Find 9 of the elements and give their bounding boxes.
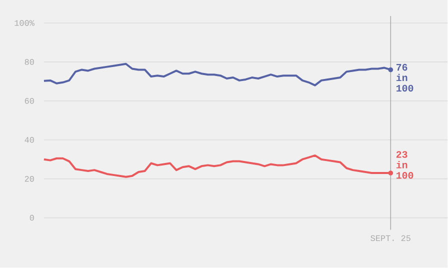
- annotation: 23 in 100: [396, 151, 414, 179]
- y-tick-label: 80: [24, 59, 34, 65]
- y-tick-label: 60: [24, 98, 34, 104]
- x-tick-label: SEPT. 25: [370, 235, 410, 242]
- y-tick-label: 20: [24, 176, 34, 182]
- y-tick-label: 40: [24, 137, 34, 143]
- y-tick-label: 0: [30, 215, 34, 221]
- y-tick-label: 100%: [14, 20, 34, 26]
- annotation: 76 in 100: [396, 64, 414, 92]
